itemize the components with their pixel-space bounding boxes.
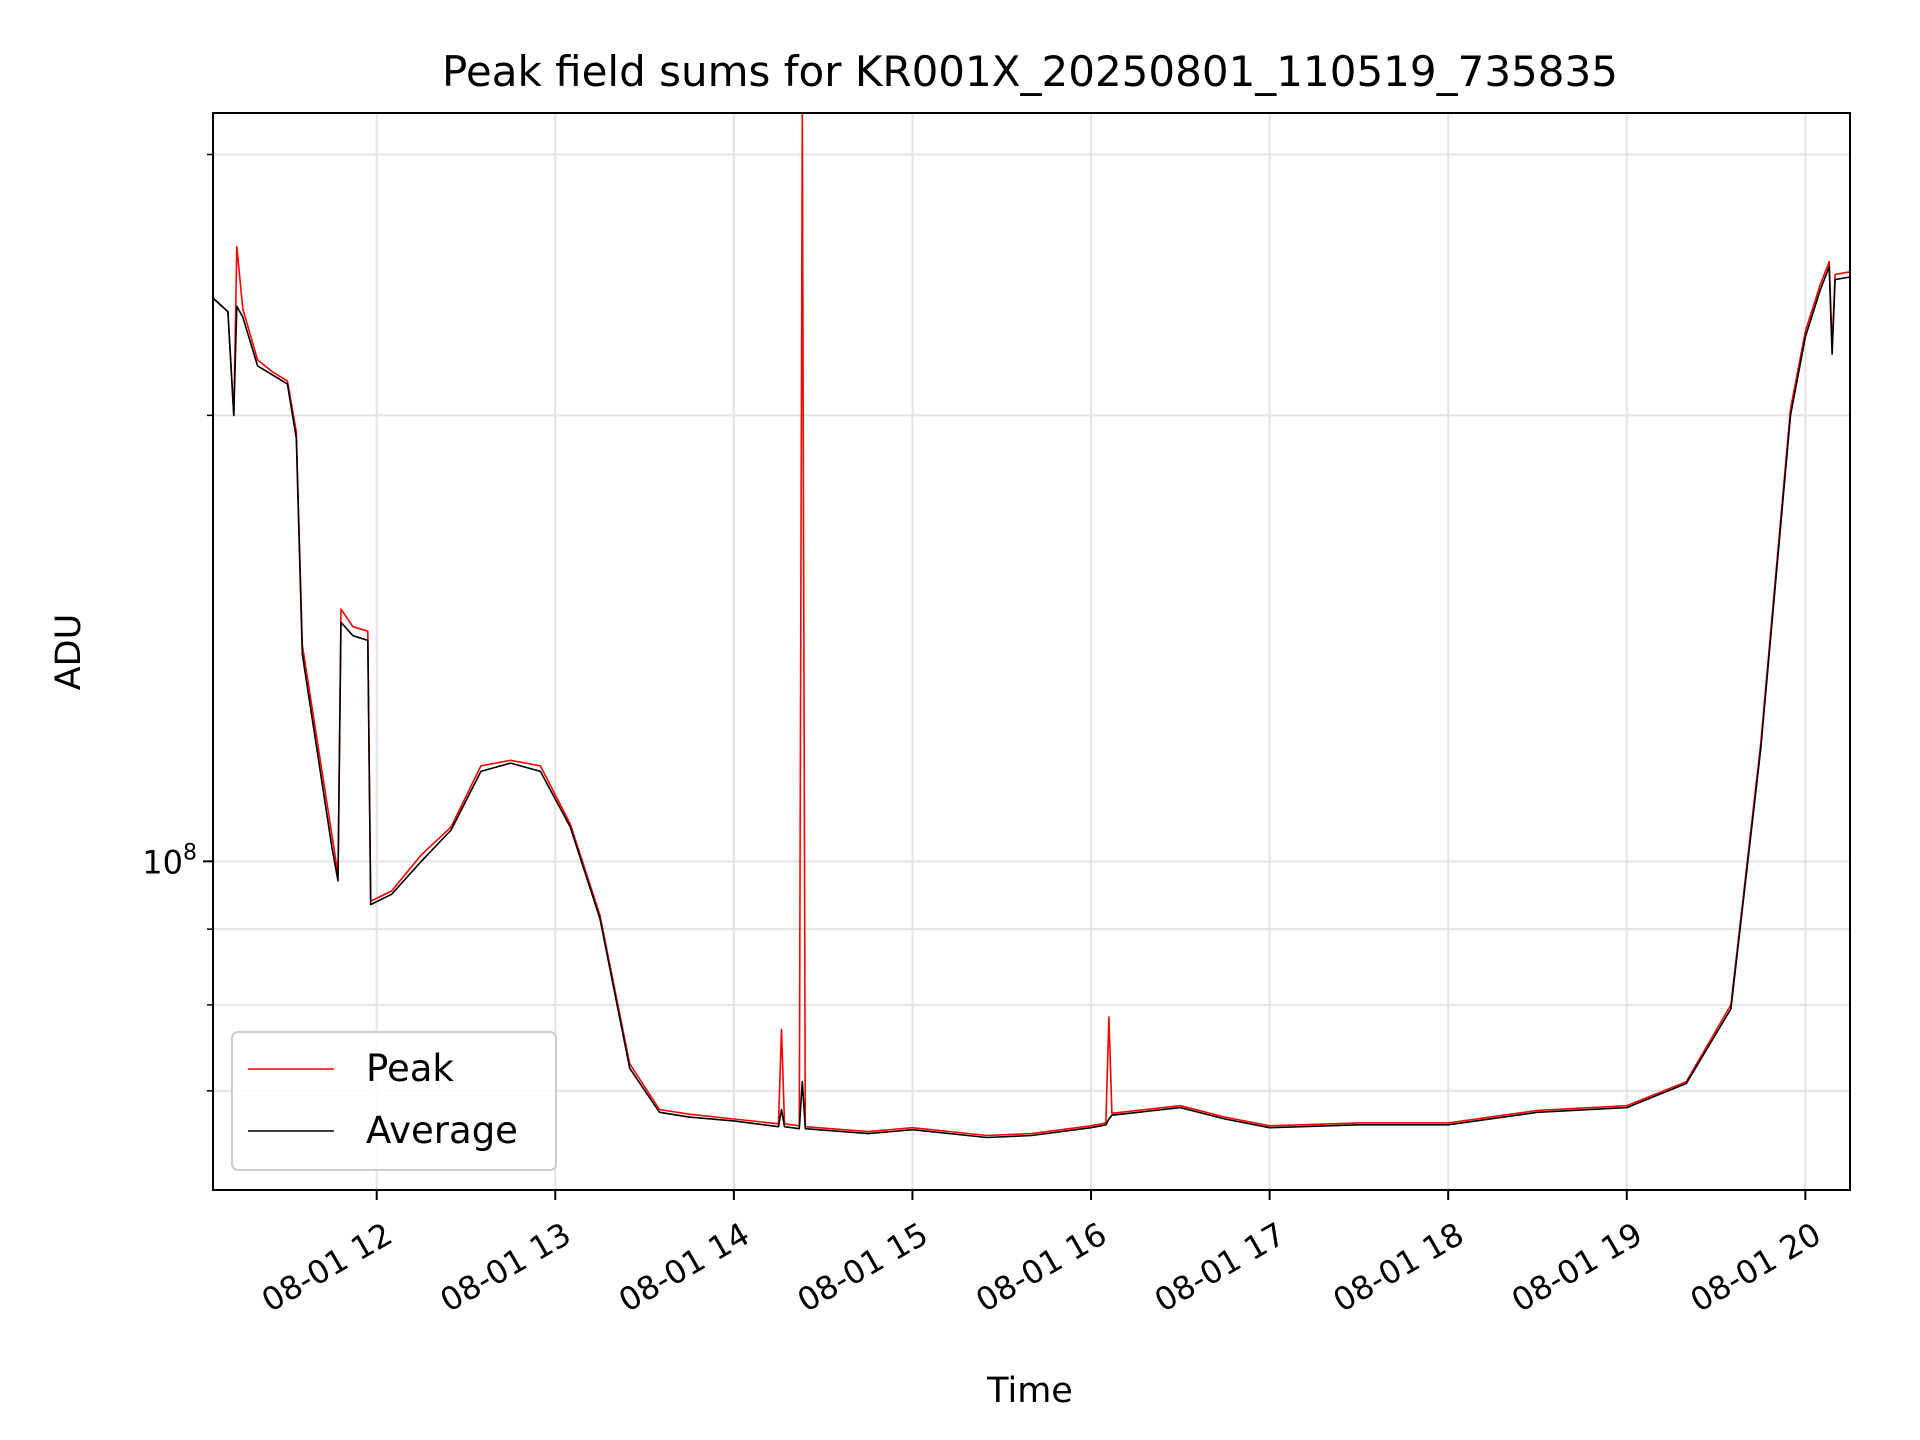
y-axis-title: ADU [49, 614, 89, 691]
y-tick-exponent: 8 [183, 840, 197, 865]
y-tick-label: 108 [142, 840, 197, 881]
chart-title: Peak field sums for KR001X_20250801_1105… [442, 47, 1618, 96]
grid [213, 113, 1850, 1190]
series-line-peak [212, 112, 1851, 1137]
x-axis-title: Time [986, 1371, 1073, 1411]
legend-label-peak: Peak [366, 1047, 454, 1090]
plot-area [212, 112, 1851, 1139]
plot-frame [212, 112, 1851, 1191]
legend-label-average: Average [366, 1109, 518, 1152]
series-line-average [212, 265, 1851, 1139]
y-tick-base: 10 [142, 843, 183, 881]
legend: Peak Average [231, 1031, 557, 1171]
legend-box [231, 1031, 557, 1171]
